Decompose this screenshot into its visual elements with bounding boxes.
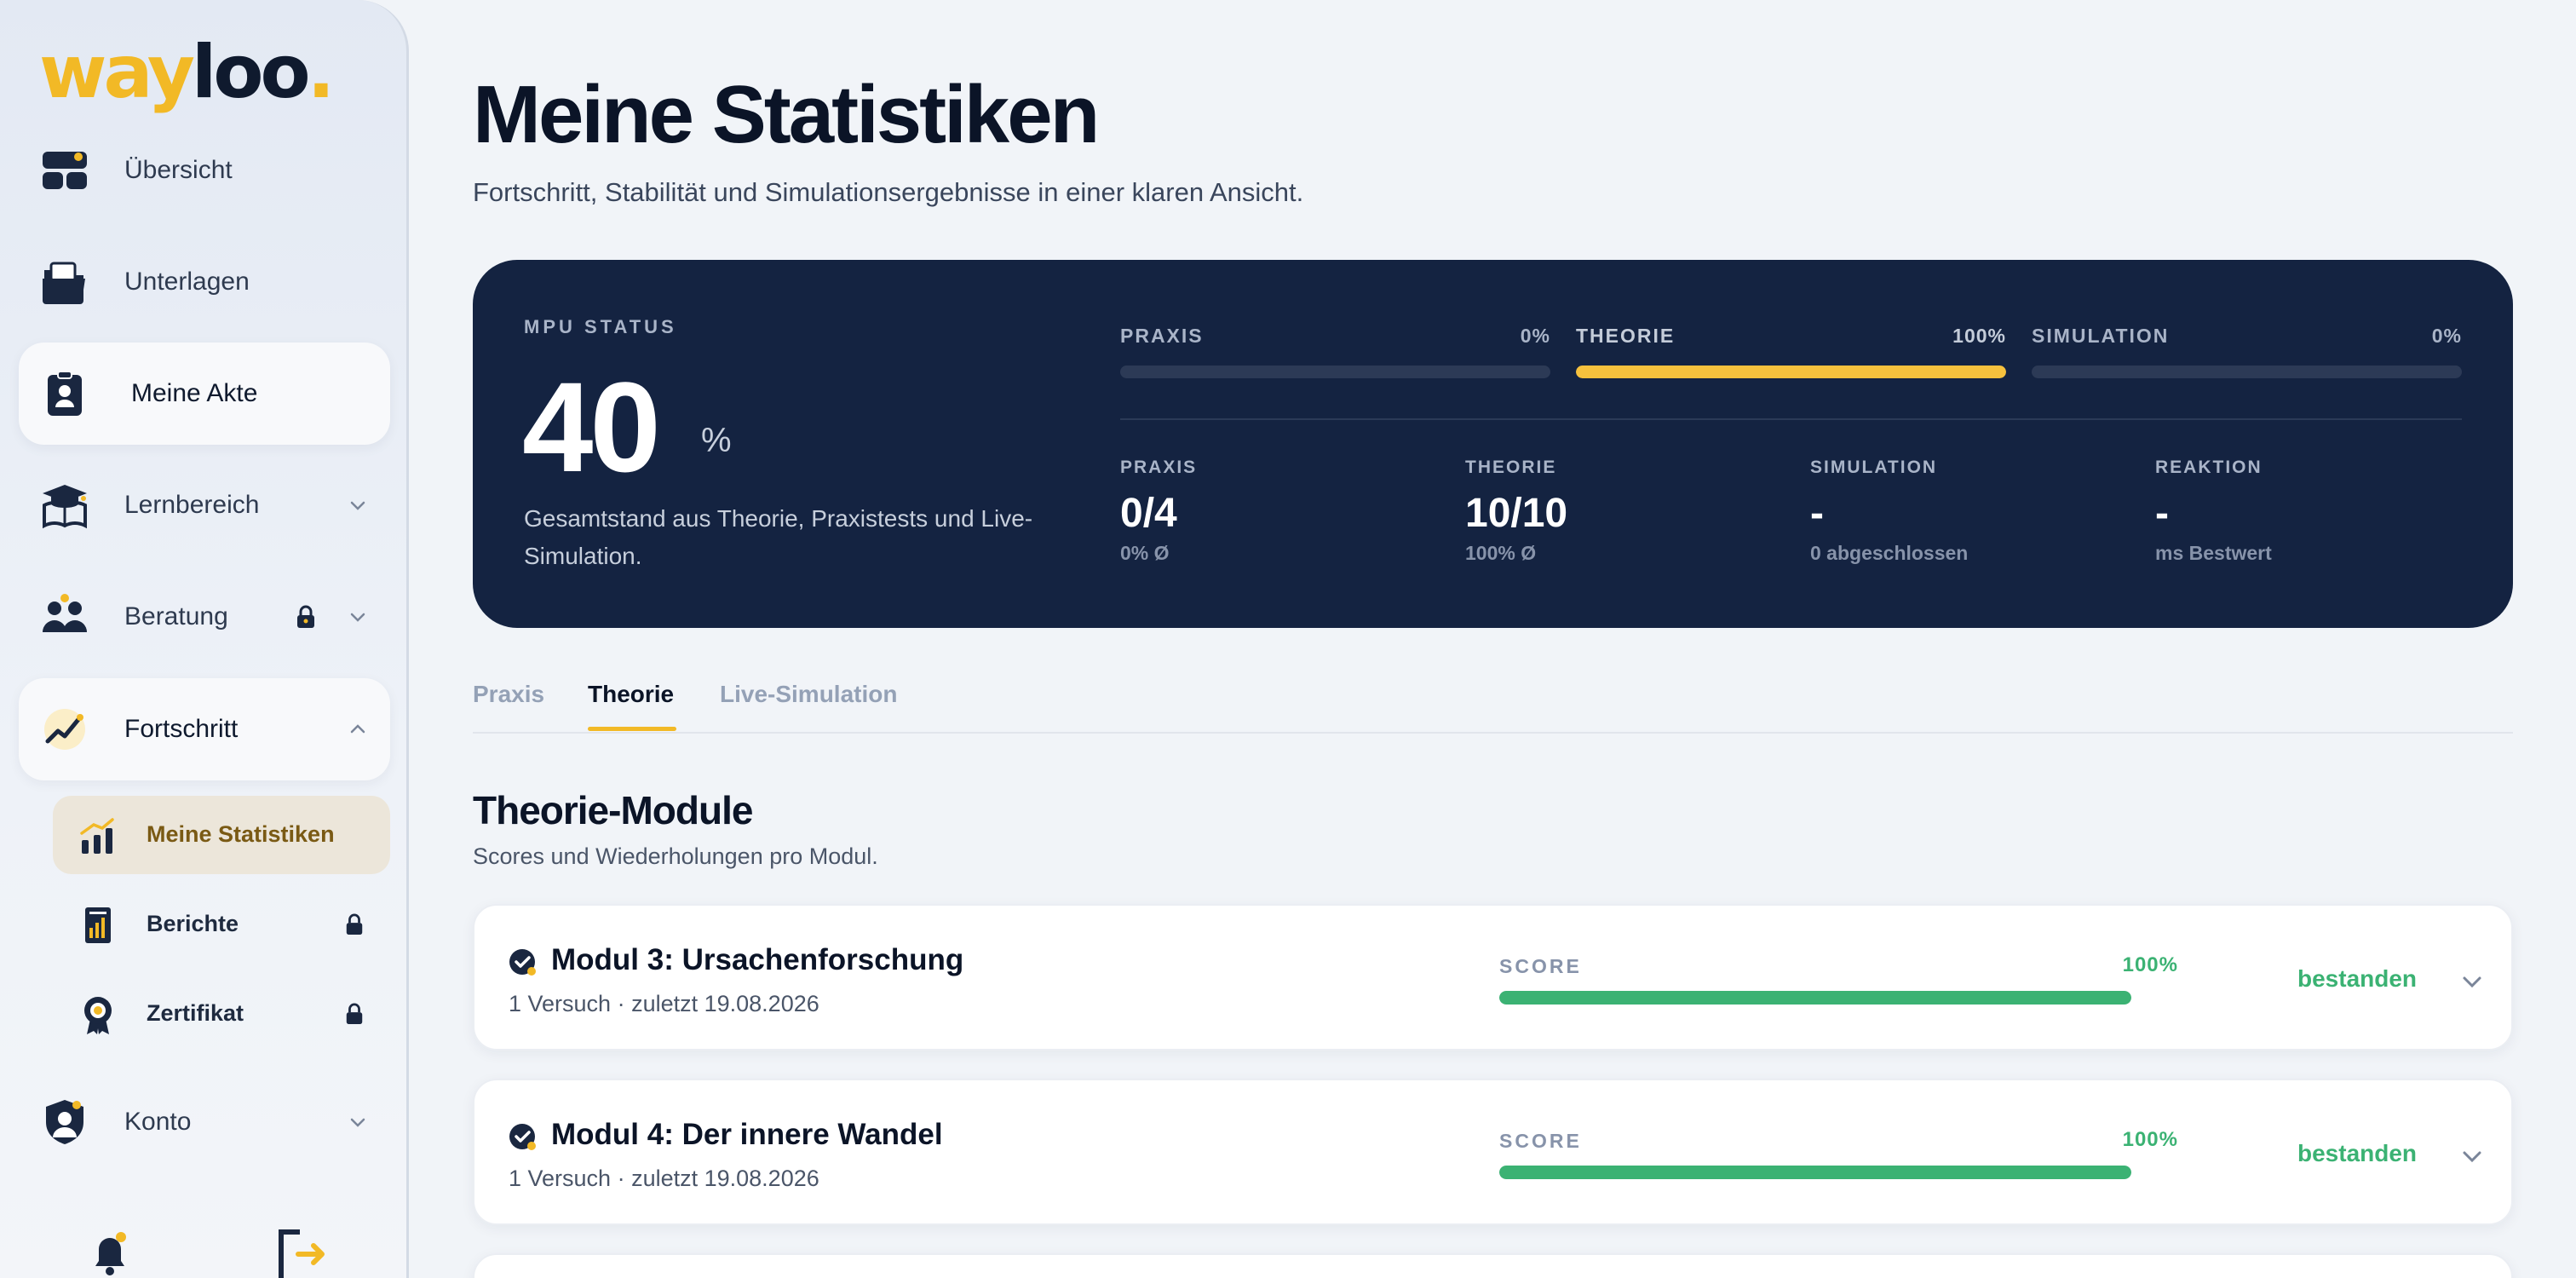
sidebar-item-fortschritt[interactable]: Fortschritt <box>19 678 390 780</box>
sidebar-item-konto[interactable]: Konto <box>19 1071 390 1173</box>
sidebar-subitem-label: Zertifikat <box>147 1000 244 1026</box>
chevron-down-icon[interactable] <box>348 1112 368 1132</box>
chevron-down-icon[interactable] <box>2459 969 2485 994</box>
bar-chart-icon <box>80 818 114 854</box>
logout-icon[interactable] <box>274 1227 327 1278</box>
tab-praxis[interactable]: Praxis <box>473 681 545 707</box>
score-value: 100% <box>2122 1128 2178 1151</box>
section-subtitle: Scores und Wiederholungen pro Modul. <box>473 843 878 869</box>
chevron-down-icon[interactable] <box>2459 1143 2485 1169</box>
sidebar-footer <box>0 1227 409 1278</box>
sidebar-subitem-label: Meine Statistiken <box>147 821 335 847</box>
certificate-icon <box>84 997 112 1034</box>
score-fill <box>1499 1166 2131 1179</box>
module-card[interactable]: Modul 3: Ursachenforschung 1 Versuch · z… <box>473 904 2513 1051</box>
account-shield-icon <box>46 1100 83 1144</box>
check-badge-icon <box>509 949 536 976</box>
sidebar-item-label: Meine Akte <box>131 379 258 407</box>
score-value: 100% <box>2122 953 2178 976</box>
sidebar-item-uebersicht[interactable]: Übersicht <box>19 119 390 222</box>
sidebar-subitem-label: Berichte <box>147 911 239 936</box>
id-badge-icon <box>48 371 82 416</box>
module-title: Modul 3: Ursachenforschung <box>551 943 964 976</box>
sidebar-subitem-berichte[interactable]: Berichte <box>53 885 390 964</box>
section-title: Theorie-Module <box>473 788 753 832</box>
page-subtitle: Fortschritt, Stabilität und Simulationse… <box>473 177 1304 207</box>
active-tab-indicator <box>588 727 676 731</box>
lock-icon <box>346 913 363 935</box>
sidebar-item-beratung[interactable]: Beratung <box>19 566 390 668</box>
chevron-down-icon[interactable] <box>348 607 368 627</box>
tabs: Praxis Theorie Live-Simulation <box>473 677 2513 734</box>
report-icon <box>85 907 111 943</box>
divider <box>1120 418 2462 420</box>
module-meta: 1 Versuch · zuletzt 19.08.2026 <box>509 991 819 1016</box>
module-title: Modul 4: Der innere Wandel <box>551 1118 943 1151</box>
sidebar-subitem-meine-statistiken[interactable]: Meine Statistiken <box>53 796 390 874</box>
stat-praxis: PRAXIS 0/4 0% Ø <box>1120 458 1198 564</box>
sidebar-item-meine-akte[interactable]: Meine Akte <box>19 343 390 445</box>
main-content: Meine Statistiken Fortschritt, Stabilitä… <box>473 0 2513 1278</box>
score-bar <box>1499 1166 2131 1179</box>
score-fill <box>1499 991 2131 1005</box>
people-icon <box>43 594 87 632</box>
score-label: SCORE <box>1499 955 1582 977</box>
sidebar-item-unterlagen[interactable]: Unterlagen <box>19 231 390 333</box>
sidebar-item-lernbereich[interactable]: Lernbereich <box>19 454 390 556</box>
sidebar-subitem-zertifikat[interactable]: Zertifikat <box>53 975 390 1053</box>
sidebar-item-label: Übersicht <box>124 156 233 184</box>
tab-live-simulation[interactable]: Live-Simulation <box>720 681 898 707</box>
module-status: bestanden <box>2297 965 2418 992</box>
progress-icon <box>44 709 85 750</box>
status-description: Gesamtstand aus Theorie, Praxistests und… <box>524 505 1033 569</box>
stat-theorie: THEORIE 10/10 100% Ø <box>1465 458 1568 564</box>
dashboard-icon <box>43 152 87 189</box>
sidebar: wayloo. Übersicht Unterlagen Meine Akte <box>0 0 409 1278</box>
stat-reaktion: REAKTION - ms Bestwert <box>2155 458 2272 564</box>
check-badge-icon <box>509 1124 536 1150</box>
lock-icon <box>297 605 314 628</box>
sidebar-item-label: Unterlagen <box>124 268 250 296</box>
brand-logo[interactable]: wayloo. <box>39 30 335 115</box>
module-meta: 1 Versuch · zuletzt 19.08.2026 <box>509 1166 819 1191</box>
progress-fill <box>1576 366 2006 378</box>
graduation-book-icon <box>43 485 87 529</box>
mpu-status-card: MPU STATUS 40 % Gesamtstand aus Theorie,… <box>473 260 2513 628</box>
sidebar-item-label: Fortschritt <box>124 715 239 743</box>
stat-simulation: SIMULATION - 0 abgeschlossen <box>1810 458 1969 564</box>
sidebar-item-label: Konto <box>124 1108 192 1136</box>
folder-icon <box>43 262 85 304</box>
chevron-up-icon[interactable] <box>348 719 368 740</box>
module-card-partial[interactable] <box>473 1253 2513 1278</box>
module-status: bestanden <box>2297 1140 2418 1166</box>
tab-theorie[interactable]: Theorie <box>588 681 675 707</box>
status-label: MPU STATUS <box>524 316 677 337</box>
sidebar-item-label: Lernbereich <box>124 491 260 519</box>
page-title: Meine Statistiken <box>473 69 1100 160</box>
score-label: SCORE <box>1499 1130 1582 1152</box>
sidebar-item-label: Beratung <box>124 602 228 630</box>
lock-icon <box>346 1003 363 1024</box>
status-value: 40 <box>522 355 661 498</box>
module-card[interactable]: Modul 4: Der innere Wandel 1 Versuch · z… <box>473 1079 2513 1225</box>
bell-icon[interactable] <box>89 1227 131 1278</box>
score-bar <box>1499 991 2131 1005</box>
status-unit: % <box>701 422 732 459</box>
chevron-down-icon[interactable] <box>348 495 368 515</box>
